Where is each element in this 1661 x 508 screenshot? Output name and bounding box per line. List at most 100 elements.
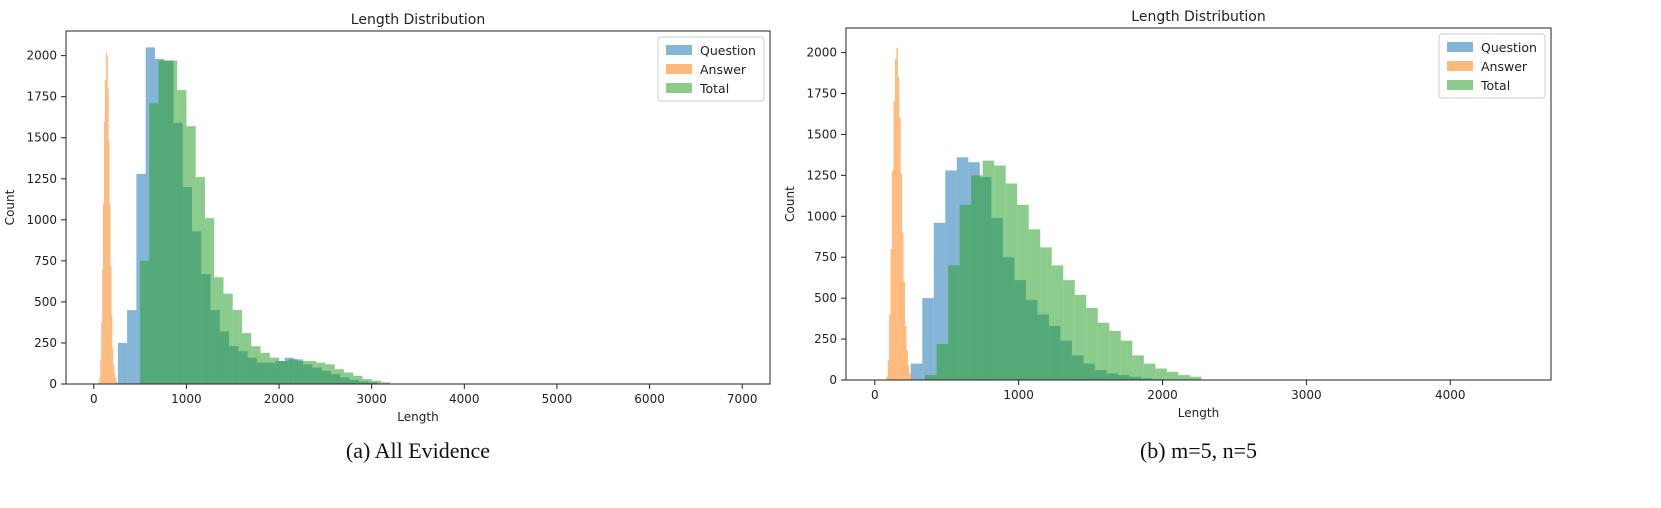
histogram-bar bbox=[353, 375, 363, 384]
histogram-bar bbox=[101, 321, 103, 384]
series-answer bbox=[886, 47, 913, 381]
y-tick-label: 2000 bbox=[26, 49, 57, 63]
histogram-bar bbox=[177, 90, 187, 385]
y-tick-label: 1750 bbox=[806, 86, 837, 100]
histogram-bar bbox=[108, 141, 110, 384]
y-tick-label: 750 bbox=[34, 254, 57, 268]
histogram-bar bbox=[242, 333, 252, 384]
histogram-bar bbox=[994, 165, 1006, 380]
bars-group bbox=[886, 47, 1202, 381]
x-tick-label: 2000 bbox=[264, 392, 295, 406]
histogram-bar bbox=[907, 365, 910, 380]
legend-label: Question bbox=[1481, 40, 1537, 55]
histogram-bar bbox=[362, 379, 372, 384]
legend-swatch bbox=[1447, 61, 1473, 71]
histogram-bar bbox=[114, 372, 116, 384]
y-tick-label: 500 bbox=[34, 295, 57, 309]
chart-title: Length Distribution bbox=[351, 12, 485, 28]
x-tick-label: 3000 bbox=[356, 392, 387, 406]
histogram-bar bbox=[116, 380, 117, 384]
histogram-bar bbox=[343, 372, 354, 384]
y-tick-label: 1750 bbox=[26, 90, 57, 104]
series-total bbox=[925, 160, 1202, 380]
legend-label: Total bbox=[699, 81, 729, 96]
histogram-bar bbox=[288, 359, 298, 384]
y-tick-label: 1000 bbox=[806, 209, 837, 223]
histogram-bar bbox=[110, 265, 112, 384]
histogram-bar bbox=[1178, 375, 1190, 380]
histogram-bar bbox=[897, 77, 900, 381]
legend-label: Total bbox=[1480, 78, 1510, 93]
plot-frame bbox=[845, 27, 1552, 381]
chart-panel-b: 0 1000 2000 3000 4000 0 250 500 750 1000 1250 1500 1… bbox=[783, 9, 1552, 463]
y-tick-label: 1000 bbox=[26, 213, 57, 227]
histogram-bar bbox=[1074, 294, 1087, 380]
histogram-bar bbox=[325, 364, 335, 384]
histogram-bar bbox=[1017, 204, 1029, 380]
histogram-bar bbox=[971, 175, 983, 380]
histogram-bar bbox=[214, 277, 224, 384]
legend-swatch bbox=[1447, 80, 1473, 90]
histogram-bar bbox=[306, 361, 317, 384]
legend: Question Answer Total bbox=[657, 36, 765, 102]
histogram-bar bbox=[195, 177, 205, 384]
histogram-bar bbox=[948, 265, 960, 380]
histogram-bar bbox=[887, 360, 890, 380]
x-tick-label: 0 bbox=[871, 388, 879, 402]
histogram-bar bbox=[1063, 280, 1075, 380]
histogram-bar bbox=[99, 377, 101, 384]
histogram-bar bbox=[896, 47, 898, 381]
histogram-bar bbox=[103, 203, 104, 384]
histogram-bar bbox=[104, 80, 106, 384]
histogram-bar bbox=[204, 218, 215, 384]
histogram-bar bbox=[107, 88, 109, 384]
histogram-bar bbox=[959, 204, 972, 380]
histogram-bar bbox=[109, 203, 111, 384]
histogram-bar bbox=[158, 60, 168, 385]
histogram-bar bbox=[103, 121, 105, 385]
histogram-bar bbox=[1051, 265, 1064, 380]
legend-swatch bbox=[1447, 42, 1473, 52]
histogram-bar bbox=[1086, 307, 1098, 380]
histogram-bar bbox=[909, 373, 911, 380]
histogram-bar bbox=[116, 382, 118, 384]
legend-label: Answer bbox=[1481, 59, 1528, 74]
x-tick-label: 0 bbox=[90, 392, 98, 406]
figure-caption: (a) All Evidence bbox=[346, 438, 490, 463]
histogram-bar bbox=[936, 343, 949, 380]
histogram-bar bbox=[115, 377, 117, 384]
y-axis-label: Count bbox=[783, 186, 797, 222]
histogram-bar bbox=[111, 315, 113, 384]
x-axis-label: Length bbox=[397, 410, 438, 424]
histogram-bar bbox=[112, 347, 114, 384]
legend-swatch bbox=[666, 83, 692, 93]
x-tick-label: 1000 bbox=[1003, 388, 1034, 402]
histogram-bar bbox=[903, 281, 905, 380]
y-tick-label: 0 bbox=[829, 373, 837, 387]
y-tick-label: 250 bbox=[34, 336, 57, 350]
histogram-bar bbox=[889, 314, 891, 380]
y-tick-label: 750 bbox=[814, 250, 837, 264]
y-tick-label: 250 bbox=[814, 332, 837, 346]
histogram-bar bbox=[900, 173, 903, 380]
histogram-bar bbox=[251, 346, 261, 384]
histogram-bar bbox=[1120, 340, 1133, 380]
histogram-bar bbox=[1189, 376, 1202, 380]
histogram-bar bbox=[910, 377, 913, 380]
histogram-bar bbox=[140, 260, 150, 384]
histogram-bar bbox=[98, 382, 100, 384]
histogram-bar bbox=[902, 232, 904, 380]
histogram-bar bbox=[899, 118, 901, 381]
histogram-bar bbox=[316, 362, 326, 384]
histogram-bar bbox=[1132, 355, 1144, 380]
histogram-bar bbox=[894, 59, 897, 381]
chart-title: Length Distribution bbox=[1131, 9, 1265, 25]
histogram-bar bbox=[1028, 229, 1041, 380]
x-tick-label: 5000 bbox=[542, 392, 573, 406]
legend-label: Answer bbox=[700, 62, 747, 77]
y-tick-label: 1500 bbox=[806, 127, 837, 141]
y-tick-label: 2000 bbox=[806, 46, 837, 60]
x-tick-label: 3000 bbox=[1291, 388, 1322, 402]
histogram-bar bbox=[127, 310, 137, 384]
